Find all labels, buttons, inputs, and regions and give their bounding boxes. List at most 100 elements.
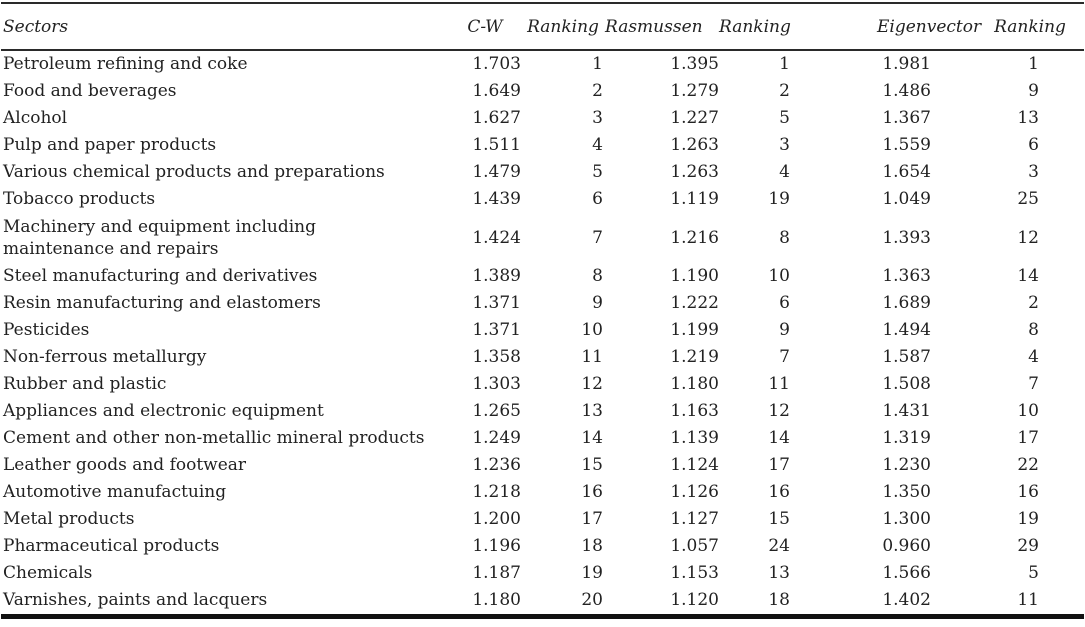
rasmussen-ranking-cell: 14 (768, 428, 790, 449)
cw-value-cell: 1.627 (472, 108, 521, 129)
eigenvector-ranking-cell: 19 (1017, 509, 1039, 530)
table-header: Sectors C-W Ranking Rasmussen Ranking Ei… (1, 3, 1084, 51)
rasmussen-value-cell: 1.057 (670, 536, 719, 557)
cw-value-cell: 1.371 (472, 293, 521, 314)
cw-ranking-cell: 3 (592, 108, 603, 129)
col-header-sectors: Sectors (1, 3, 461, 51)
sector-cell: Food and beverages (3, 81, 177, 102)
rasmussen-value-cell: 1.124 (670, 455, 719, 476)
eigenvector-ranking-cell: 11 (1017, 590, 1039, 611)
sector-cell: Rubber and plastic (3, 374, 167, 395)
rasmussen-value-cell: 1.219 (670, 347, 719, 368)
eigenvector-ranking-cell: 12 (1017, 227, 1039, 248)
col-header-cw: C-W (461, 3, 521, 51)
rasmussen-ranking-cell: 10 (768, 266, 790, 287)
rasmussen-value-cell: 1.279 (670, 81, 719, 102)
rasmussen-value-cell: 1.227 (670, 108, 719, 129)
rasmussen-value-cell: 1.263 (670, 162, 719, 183)
rasmussen-ranking-cell: 6 (779, 293, 790, 314)
cw-value-cell: 1.703 (472, 54, 521, 75)
eigenvector-ranking-cell: 3 (1028, 162, 1039, 183)
sector-cell: Alcohol (3, 108, 68, 129)
col-header-ranking-eigenvector: Ranking (936, 3, 1084, 51)
rasmussen-value-cell: 1.119 (670, 189, 719, 210)
eigenvector-ranking-cell: 6 (1028, 135, 1039, 156)
cw-ranking-cell: 5 (592, 162, 603, 183)
rasmussen-value-cell: 1.216 (670, 227, 719, 248)
rasmussen-ranking-cell: 16 (768, 482, 790, 503)
cw-value-cell: 1.649 (472, 81, 521, 102)
rasmussen-value-cell: 1.222 (670, 293, 719, 314)
cw-ranking-cell: 17 (581, 509, 603, 530)
table-row: Leather goods and footwear 1.236 15 1.124 17… (1, 452, 1084, 479)
cw-value-cell: 1.511 (472, 135, 521, 156)
eigenvector-ranking-cell: 5 (1028, 563, 1039, 584)
sector-cell: Resin manufacturing and elastomers (3, 293, 321, 314)
table-row: Machinery and equipment including mainte… (1, 213, 1084, 263)
sector-cell: Non-ferrous metallurgy (3, 347, 207, 368)
table-row: Pulp and paper products 1.511 4 1.263 3 1.559… (1, 132, 1084, 159)
eigenvector-ranking-cell: 7 (1028, 374, 1039, 395)
eigenvector-value-cell: 1.654 (882, 162, 931, 183)
cw-ranking-cell: 9 (592, 293, 603, 314)
cw-ranking-cell: 19 (581, 563, 603, 584)
rasmussen-ranking-cell: 8 (779, 227, 790, 248)
cw-ranking-cell: 1 (592, 54, 603, 75)
header-row: Sectors C-W Ranking Rasmussen Ranking Ei… (1, 3, 1084, 51)
eigenvector-value-cell: 1.566 (882, 563, 931, 584)
sector-cell: Pharmaceutical products (3, 536, 220, 557)
eigenvector-value-cell: 1.431 (882, 401, 931, 422)
rasmussen-ranking-cell: 18 (768, 590, 790, 611)
rasmussen-ranking-cell: 1 (779, 54, 790, 75)
table-row: Non-ferrous metallurgy 1.358 11 1.219 7 1.587… (1, 344, 1084, 371)
eigenvector-value-cell: 0.960 (882, 536, 931, 557)
eigenvector-ranking-cell: 14 (1017, 266, 1039, 287)
col-header-ranking-rasmussen: Ranking (719, 3, 791, 51)
rasmussen-value-cell: 1.180 (670, 374, 719, 395)
eigenvector-value-cell: 1.508 (882, 374, 931, 395)
eigenvector-ranking-cell: 22 (1017, 455, 1039, 476)
rasmussen-value-cell: 1.395 (670, 54, 719, 75)
eigenvector-value-cell: 1.049 (882, 189, 931, 210)
cw-value-cell: 1.196 (472, 536, 521, 557)
col-header-rasmussen: Rasmussen (605, 3, 719, 51)
sector-cell: Automotive manufactuing (3, 482, 227, 503)
eigenvector-ranking-cell: 9 (1028, 81, 1039, 102)
rasmussen-ranking-cell: 7 (779, 347, 790, 368)
eigenvector-value-cell: 1.402 (882, 590, 931, 611)
cw-ranking-cell: 14 (581, 428, 603, 449)
rasmussen-value-cell: 1.263 (670, 135, 719, 156)
eigenvector-ranking-cell: 10 (1017, 401, 1039, 422)
rasmussen-ranking-cell: 17 (768, 455, 790, 476)
table-row: Petroleum refining and coke 1.703 1 1.395 1 1… (1, 50, 1084, 78)
eigenvector-value-cell: 1.363 (882, 266, 931, 287)
rasmussen-ranking-cell: 5 (779, 108, 790, 129)
table-row: Resin manufacturing and elastomers 1.371 9… (1, 290, 1084, 317)
table-row: Metal products 1.200 17 1.127 15 1.300 19 (1, 506, 1084, 533)
eigenvector-value-cell: 1.559 (882, 135, 931, 156)
rasmussen-ranking-cell: 11 (768, 374, 790, 395)
eigenvector-value-cell: 1.350 (882, 482, 931, 503)
cw-ranking-cell: 16 (581, 482, 603, 503)
eigenvector-ranking-cell: 13 (1017, 108, 1039, 129)
col-header-eigenvector: Eigenvector (791, 3, 981, 51)
rasmussen-value-cell: 1.120 (670, 590, 719, 611)
cw-ranking-cell: 8 (592, 266, 603, 287)
eigenvector-ranking-cell: 2 (1028, 293, 1039, 314)
cw-ranking-cell: 13 (581, 401, 603, 422)
table-row: Cement and other non-metallic mineral pr… (1, 425, 1084, 452)
rasmussen-ranking-cell: 15 (768, 509, 790, 530)
cw-value-cell: 1.389 (472, 266, 521, 287)
rasmussen-value-cell: 1.199 (670, 320, 719, 341)
cw-ranking-cell: 12 (581, 374, 603, 395)
table-row: Steel manufacturing and derivatives 1.389… (1, 263, 1084, 290)
rasmussen-value-cell: 1.127 (670, 509, 719, 530)
sector-cell: Various chemical products and preparatio… (3, 162, 385, 183)
cw-value-cell: 1.236 (472, 455, 521, 476)
cw-ranking-cell: 7 (592, 227, 603, 248)
eigenvector-value-cell: 1.367 (882, 108, 931, 129)
rasmussen-value-cell: 1.190 (670, 266, 719, 287)
sector-cell: Varnishes, paints and lacquers (3, 590, 268, 611)
